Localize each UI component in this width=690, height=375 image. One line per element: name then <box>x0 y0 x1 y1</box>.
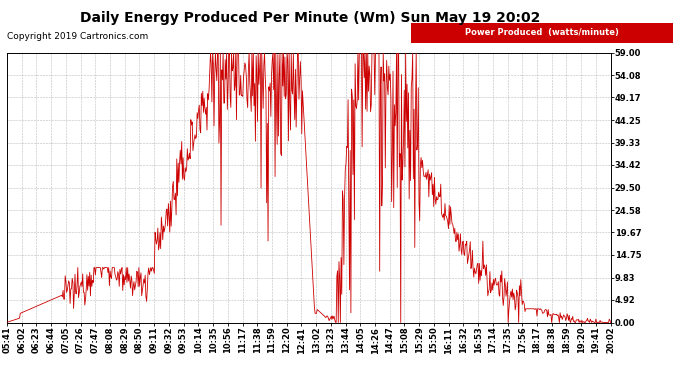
Text: Copyright 2019 Cartronics.com: Copyright 2019 Cartronics.com <box>7 32 148 41</box>
Text: Power Produced  (watts/minute): Power Produced (watts/minute) <box>464 28 619 38</box>
Text: Daily Energy Produced Per Minute (Wm) Sun May 19 20:02: Daily Energy Produced Per Minute (Wm) Su… <box>80 11 541 25</box>
